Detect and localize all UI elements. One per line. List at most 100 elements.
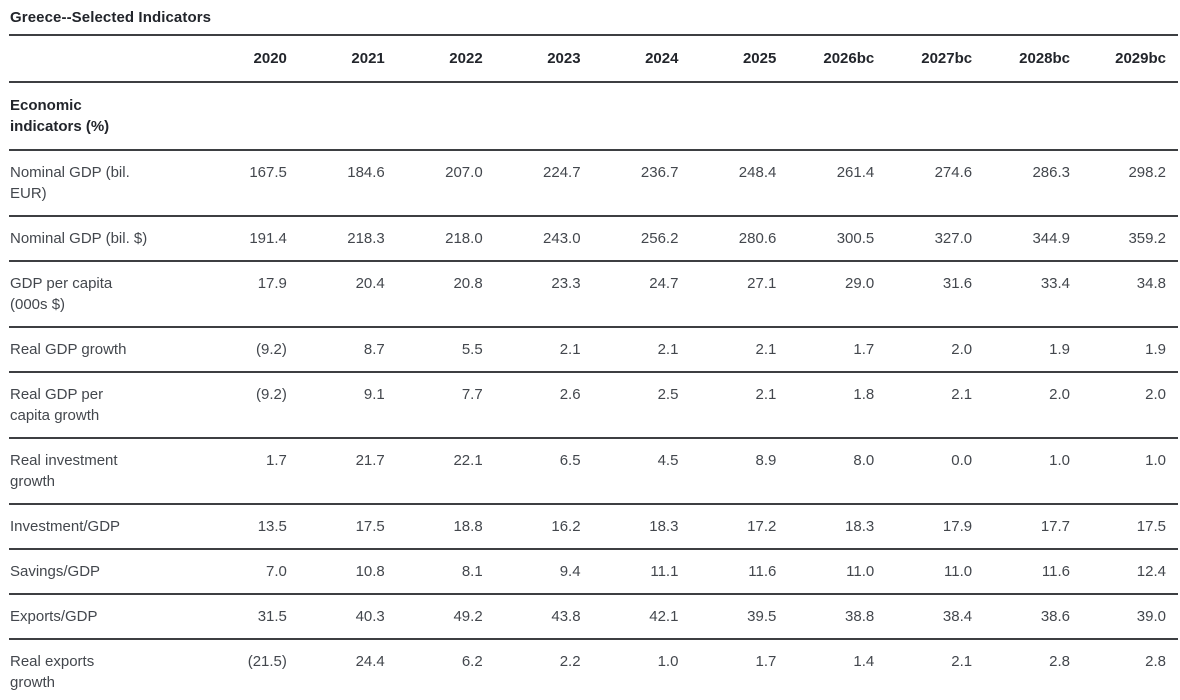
value-cell: 22.1	[453, 452, 483, 469]
table-header: 2020 2021 2022 2023 2024 2025 2026bc 2027bc 2028…	[9, 35, 1178, 83]
value-cell: 2.0	[1145, 386, 1166, 403]
table-title: Greece--Selected Indicators	[10, 9, 212, 26]
value-cell: 34.8	[1136, 275, 1166, 292]
value-cell: 1.0	[1049, 452, 1071, 469]
value-cell: 191.4	[249, 230, 287, 247]
value-cell: 38.4	[942, 608, 973, 625]
value-cell: 2.8	[1049, 653, 1071, 670]
value-cell: 2.8	[1145, 653, 1166, 670]
year-column-header: 2022	[394, 35, 493, 83]
row-label: GDP per capita (000s $)	[10, 275, 113, 313]
indicators-table: 2020 2021 2022 2023 2024 2025 2026bc 2027bc 2028…	[9, 34, 1178, 700]
year-column-header: 2021	[296, 35, 395, 83]
value-cell: 1.8	[853, 386, 875, 403]
value-cell: 1.9	[1145, 341, 1166, 358]
value-cell: 18.3	[845, 518, 875, 535]
table-row: Savings/GDP 7.0 10.8 8.1 9.4 11.1 11.6 11.0 11.0…	[9, 549, 1178, 594]
value-cell: 8.1	[461, 563, 483, 580]
value-cell: 38.8	[845, 608, 875, 625]
value-cell: 7.7	[461, 386, 483, 403]
year-column-header: 2026bc	[786, 35, 885, 83]
value-cell: 49.2	[453, 608, 483, 625]
value-cell: 11.6	[1041, 563, 1071, 580]
value-cell: 13.5	[257, 518, 287, 535]
value-cell: 33.4	[1040, 275, 1071, 292]
value-cell: (21.5)	[247, 653, 287, 670]
value-cell: 42.1	[649, 608, 679, 625]
section-header: Economic indicators (%)	[9, 82, 1178, 151]
value-cell: 1.0	[657, 653, 679, 670]
value-cell: 243.0	[543, 230, 581, 247]
value-cell: 39.0	[1136, 608, 1166, 625]
value-cell: 17.9	[942, 518, 973, 535]
value-cell: 2.1	[951, 653, 973, 670]
value-cell: 2.2	[559, 653, 581, 670]
row-label: Nominal GDP (bil. EUR)	[10, 164, 130, 202]
table-row: Exports/GDP 31.5 40.3 49.2 43.8 42.1 39.5 38.8 3…	[9, 594, 1178, 639]
row-label: Savings/GDP	[10, 563, 101, 580]
value-cell: 17.2	[747, 518, 777, 535]
value-cell: 10.8	[355, 563, 385, 580]
value-cell: 16.2	[551, 518, 581, 535]
year-column-header: 2029bc	[1080, 35, 1178, 83]
year-column-header: 2027bc	[884, 35, 983, 83]
year-column-header: 2023	[492, 35, 591, 83]
row-label: Real GDP per capita growth	[10, 386, 104, 424]
value-cell: 17.5	[355, 518, 385, 535]
value-cell: 256.2	[640, 230, 679, 247]
value-cell: 27.1	[747, 275, 777, 292]
value-cell: 248.4	[738, 164, 777, 181]
value-cell: 218.3	[347, 230, 385, 247]
value-cell: 0.0	[951, 452, 973, 469]
value-cell: 2.6	[559, 386, 581, 403]
table-row: Real GDP per capita growth (9.2) 9.1 7.7 2.6…	[9, 372, 1178, 438]
value-cell: 23.3	[551, 275, 581, 292]
label-column-header	[9, 35, 199, 83]
value-cell: 24.4	[355, 653, 385, 670]
table-row: Real GDP growth (9.2) 8.7 5.5 2.1 2.1 2.1 1.7 2.…	[9, 327, 1178, 372]
value-cell: 18.8	[453, 518, 483, 535]
value-cell: (9.2)	[256, 341, 287, 358]
value-cell: 11.1	[650, 563, 679, 580]
value-cell: 9.1	[363, 386, 385, 403]
value-cell: 7.0	[266, 563, 287, 580]
value-cell: 9.4	[559, 563, 581, 580]
value-cell: 31.6	[942, 275, 973, 292]
year-column-header: 2025	[688, 35, 787, 83]
value-cell: 2.0	[1049, 386, 1071, 403]
value-cell: 18.3	[649, 518, 679, 535]
value-cell: 6.5	[559, 452, 581, 469]
value-cell: 8.9	[755, 452, 777, 469]
value-cell: 218.0	[445, 230, 483, 247]
value-cell: 184.6	[347, 164, 385, 181]
value-cell: 1.7	[853, 341, 875, 358]
value-cell: 261.4	[836, 164, 875, 181]
table-row: Investment/GDP 13.5 17.5 18.8 16.2 18.3 17.2 18…	[9, 504, 1178, 549]
row-label: Real investment growth	[10, 452, 118, 490]
row-label: Exports/GDP	[10, 608, 98, 625]
value-cell: 327.0	[934, 230, 973, 247]
value-cell: 344.9	[1032, 230, 1071, 247]
value-cell: 1.7	[266, 452, 287, 469]
value-cell: 31.5	[257, 608, 287, 625]
value-cell: 5.5	[461, 341, 483, 358]
value-cell: 224.7	[543, 164, 581, 181]
value-cell: 359.2	[1128, 230, 1166, 247]
value-cell: (9.2)	[256, 386, 287, 403]
value-cell: 21.7	[355, 452, 385, 469]
year-column-header: 2028bc	[982, 35, 1081, 83]
value-cell: 2.1	[755, 386, 777, 403]
value-cell: 29.0	[845, 275, 875, 292]
value-cell: 8.0	[853, 452, 875, 469]
section-header-row: Economic indicators (%)	[9, 82, 1178, 151]
row-label: Real GDP growth	[10, 341, 127, 358]
value-cell: 300.5	[836, 230, 875, 247]
value-cell: 2.1	[755, 341, 777, 358]
value-cell: 167.5	[249, 164, 287, 181]
value-cell: 2.1	[559, 341, 581, 358]
value-cell: 1.9	[1049, 341, 1071, 358]
value-cell: 6.2	[461, 653, 483, 670]
value-cell: 17.5	[1136, 518, 1166, 535]
value-cell: 1.4	[853, 653, 875, 670]
value-cell: 1.7	[755, 653, 777, 670]
